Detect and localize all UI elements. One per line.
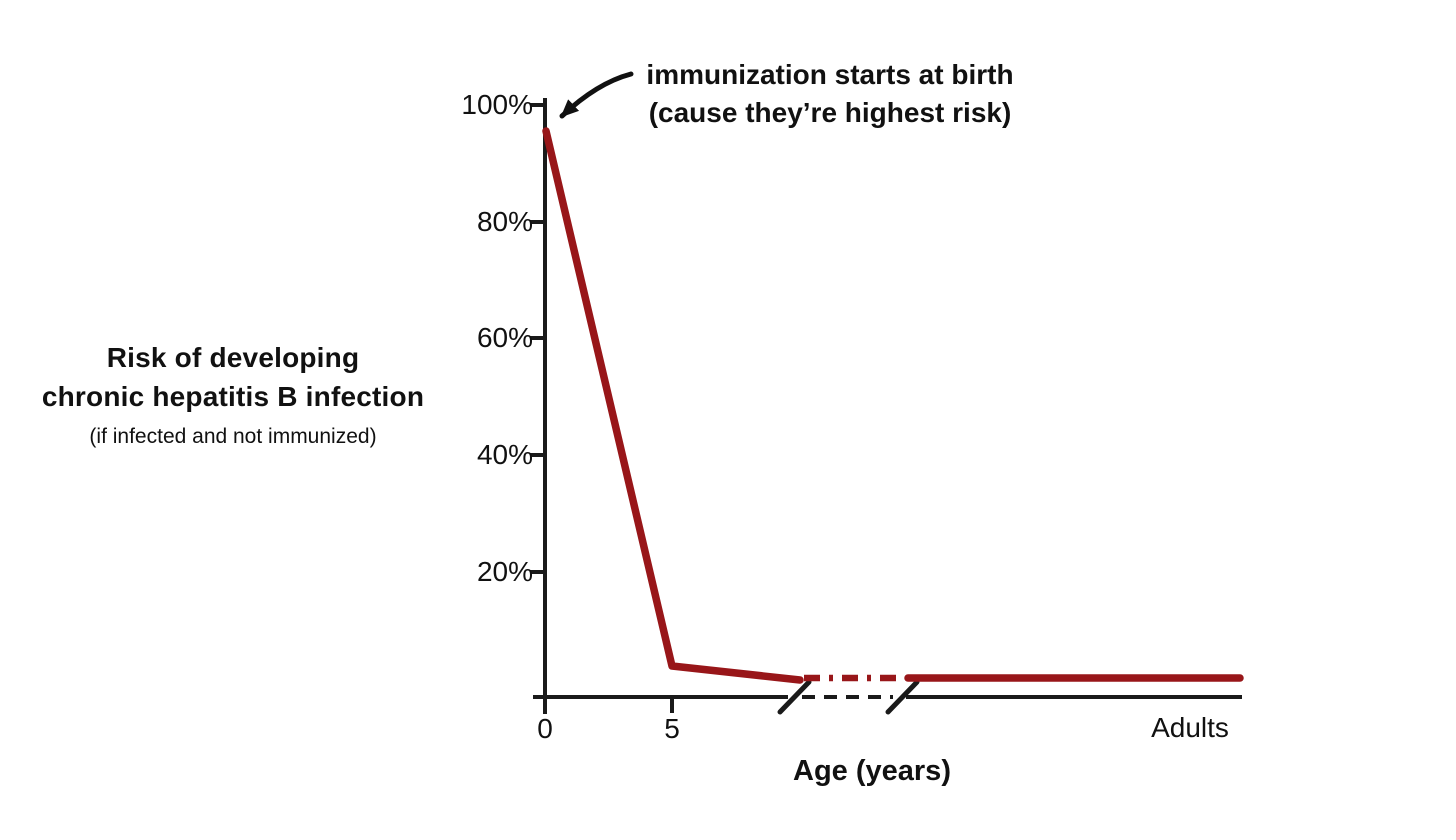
y-tick-label-80: 80%	[476, 206, 533, 237]
x-tick-label-0: 0	[537, 713, 553, 744]
y-tick-label-20: 20%	[476, 556, 533, 587]
y-axis	[530, 98, 547, 714]
axis-break-marks	[777, 679, 920, 715]
annotation-line2: (cause they’re highest risk)	[648, 97, 1012, 128]
risk-line-series	[542, 127, 1244, 684]
y-tick-label-40: 40%	[476, 439, 533, 470]
x-tick-label-adults: Adults	[1151, 712, 1229, 743]
y-tick-label-100: 100%	[461, 89, 533, 120]
x-axis-title: Age (years)	[793, 755, 951, 787]
y-axis-title: Risk of developing chronic hepatitis B i…	[32, 338, 434, 450]
y-tick-label-60: 60%	[476, 322, 533, 353]
annotation-text: immunization starts at birth (cause they…	[600, 56, 1060, 132]
annotation-arrow	[559, 71, 634, 119]
y-axis-title-line2: chronic hepatitis B infection	[41, 381, 425, 412]
x-tick-label-5: 5	[664, 713, 680, 744]
y-axis-subtitle: (if infected and not immunized)	[89, 425, 377, 448]
y-axis-title-line1: Risk of developing	[106, 342, 360, 373]
annotation-line1: immunization starts at birth	[646, 59, 1014, 90]
x-axis	[533, 695, 1242, 713]
